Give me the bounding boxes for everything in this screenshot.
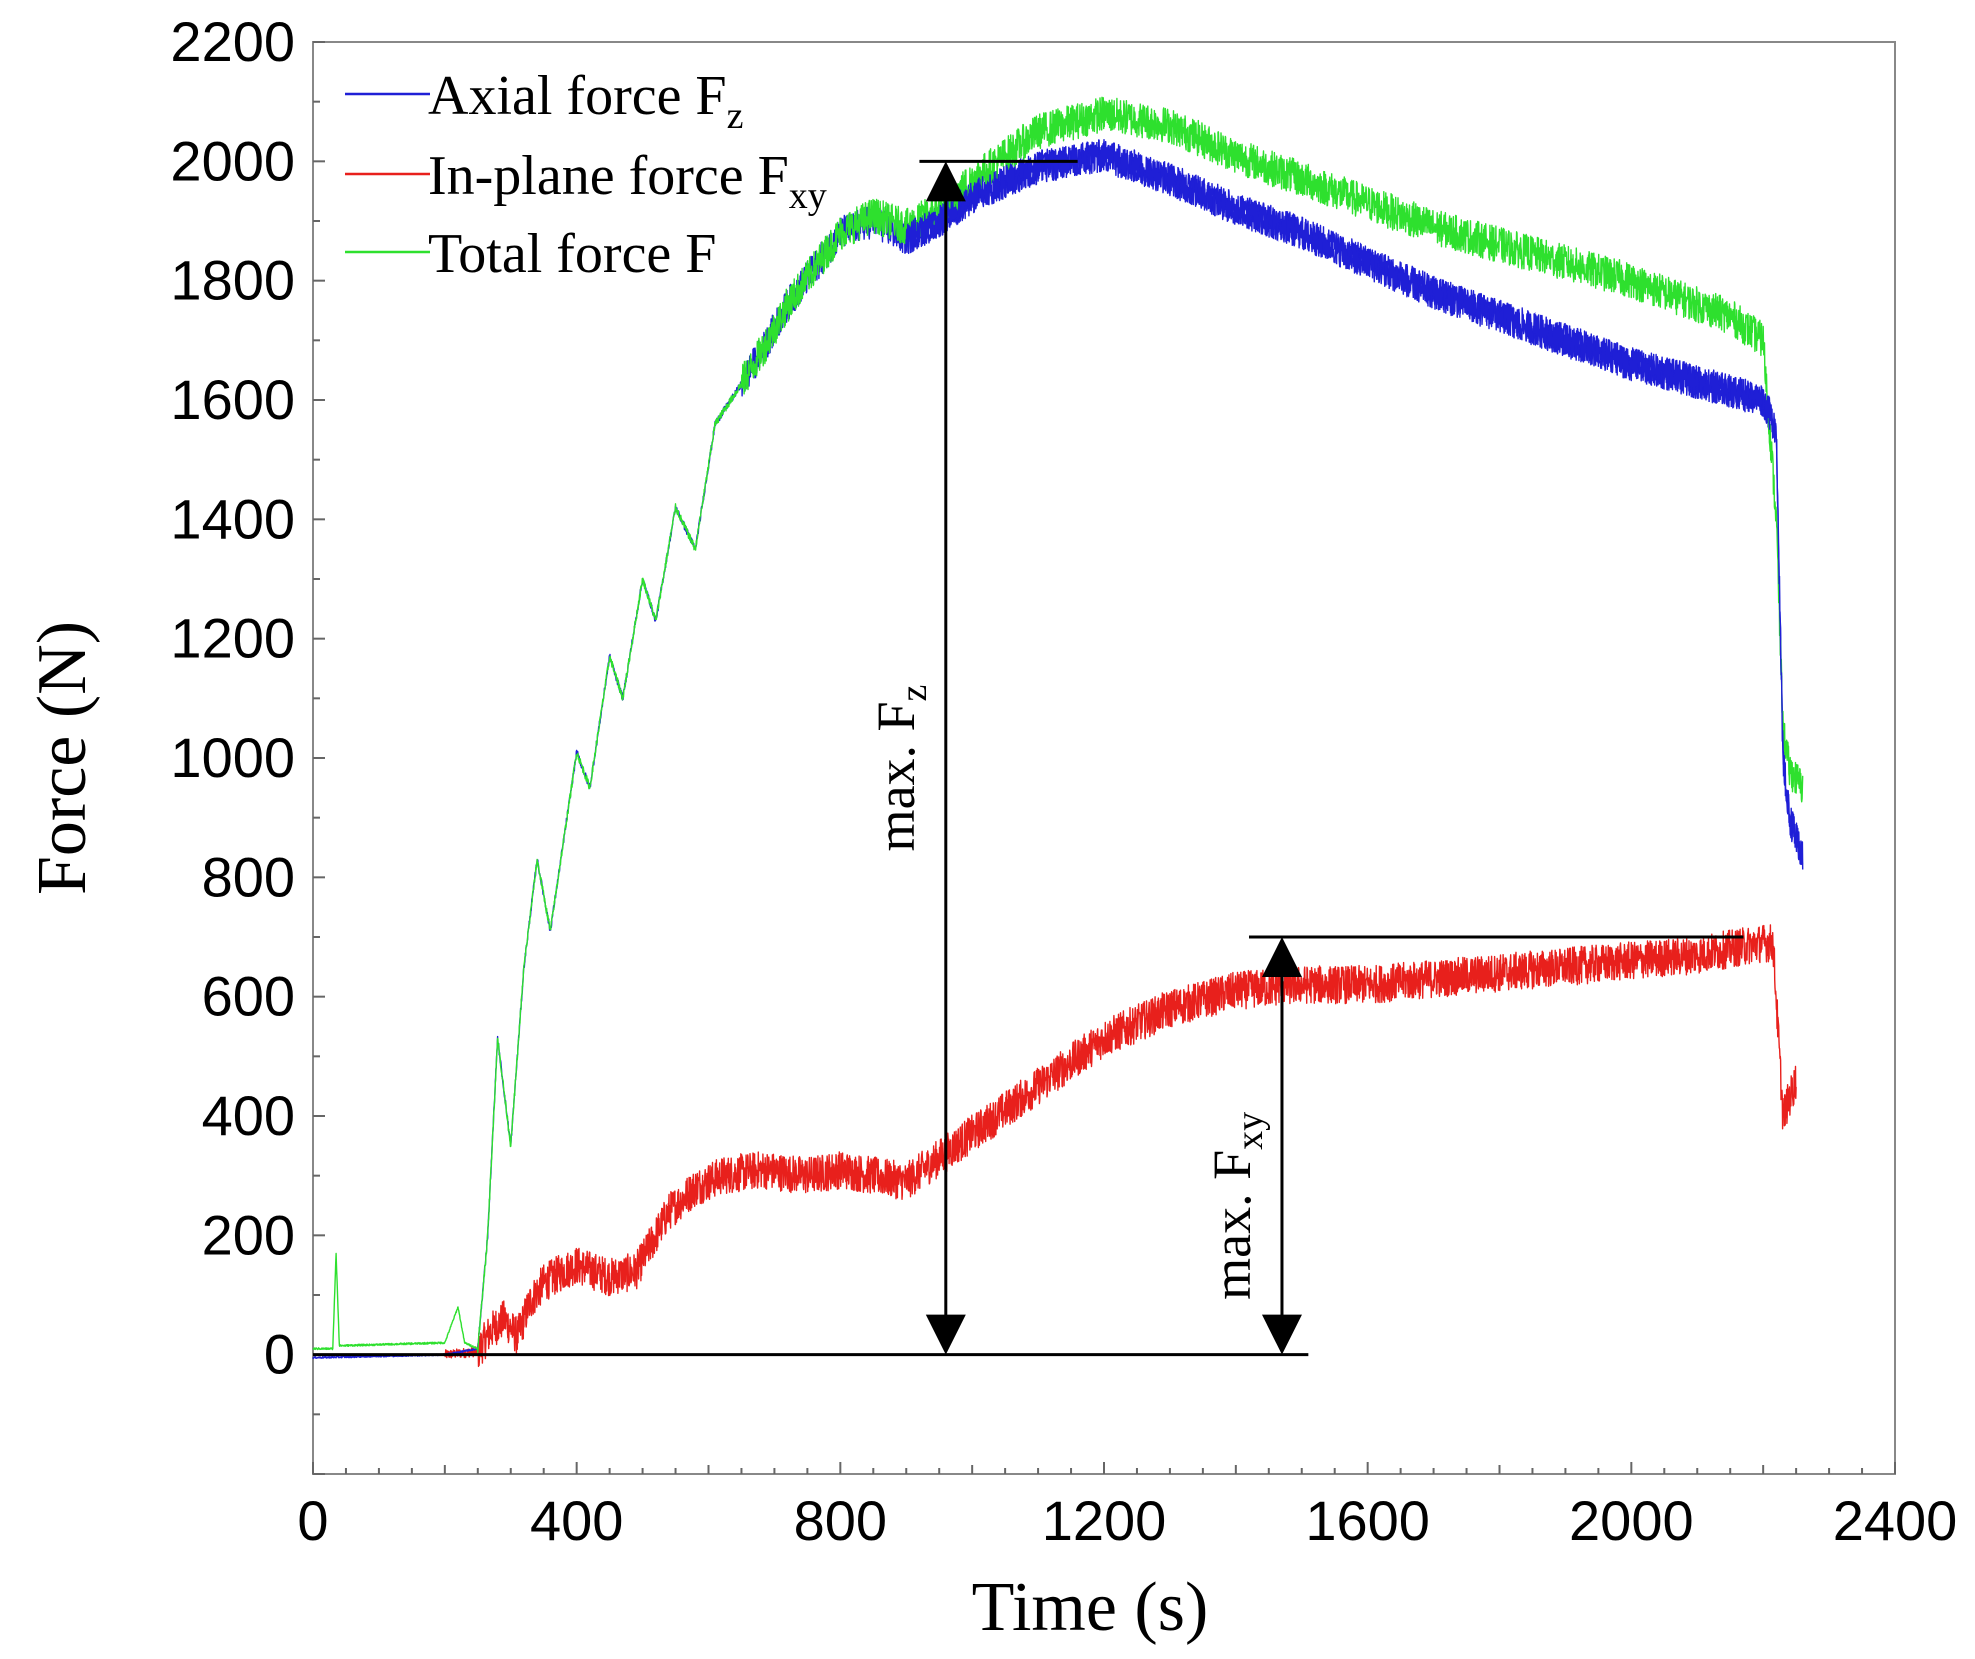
annotation-label-main: max. F: [1202, 1150, 1262, 1300]
x-axis-title: Time (s): [972, 1569, 1209, 1646]
x-tick-label: 400: [530, 1489, 623, 1552]
series-line-0: [312, 139, 1804, 1360]
x-axis-ticks: 0 400 800 1200 1600 2000 2400: [297, 1462, 1957, 1552]
y-tick-label: 1600: [170, 368, 295, 431]
legend-entry-1: In-plane force Fxy: [428, 145, 827, 217]
annotation-label: max. Fz: [866, 685, 935, 852]
legend-entry-subscript: z: [727, 95, 744, 137]
arrow-head-down: [1261, 1314, 1302, 1355]
series-line-1: [444, 924, 1797, 1368]
y-tick-label: 400: [202, 1084, 295, 1147]
series-line-2: [312, 96, 1804, 1353]
x-tick-label: 1200: [1042, 1489, 1167, 1552]
x-tick-label: 2000: [1569, 1489, 1694, 1552]
y-tick-label: 800: [202, 845, 295, 908]
legend-entry-subscript: xy: [789, 175, 827, 217]
annotation-label-sub: z: [893, 685, 935, 702]
y-tick-label: 200: [202, 1203, 295, 1266]
y-tick-label: 1800: [170, 249, 295, 312]
series-layer: [312, 96, 1804, 1368]
x-tick-label: 800: [794, 1489, 887, 1552]
arrow-head-up: [925, 161, 966, 202]
legend-entry-label: In-plane force F: [428, 145, 789, 207]
y-axis-title: Force (N): [24, 621, 101, 895]
legend-entry-0: Axial force Fz: [428, 65, 743, 137]
arrow-head-down: [925, 1314, 966, 1355]
y-tick-label: 1200: [170, 607, 295, 670]
arrow-head-up: [1261, 937, 1302, 977]
annotation-label-sub: xy: [1229, 1112, 1271, 1150]
y-tick-label: 0: [264, 1323, 295, 1386]
x-tick-label: 1600: [1305, 1489, 1430, 1552]
y-tick-label: 600: [202, 965, 295, 1028]
annotation-label-main: max. F: [866, 701, 926, 851]
y-tick-label: 1000: [170, 726, 295, 789]
x-tick-label: 2400: [1833, 1489, 1958, 1552]
legend-entry-label: Axial force F: [428, 65, 727, 127]
legend-entry-label: Total force F: [428, 223, 716, 285]
y-tick-label: 2200: [170, 10, 295, 73]
y-axis-ticks: 0 200 400 600 800 1000 1200 1400 1600 1800 2000 220…: [170, 10, 325, 1475]
y-tick-label: 1400: [170, 487, 295, 550]
series-line-axial-overlay: [905, 140, 1804, 865]
y-tick-label: 2000: [170, 129, 295, 192]
x-tick-label: 0: [297, 1489, 328, 1552]
annotation-label: max. Fxy: [1202, 1112, 1271, 1300]
legend-entry-2: Total force F: [428, 223, 716, 285]
